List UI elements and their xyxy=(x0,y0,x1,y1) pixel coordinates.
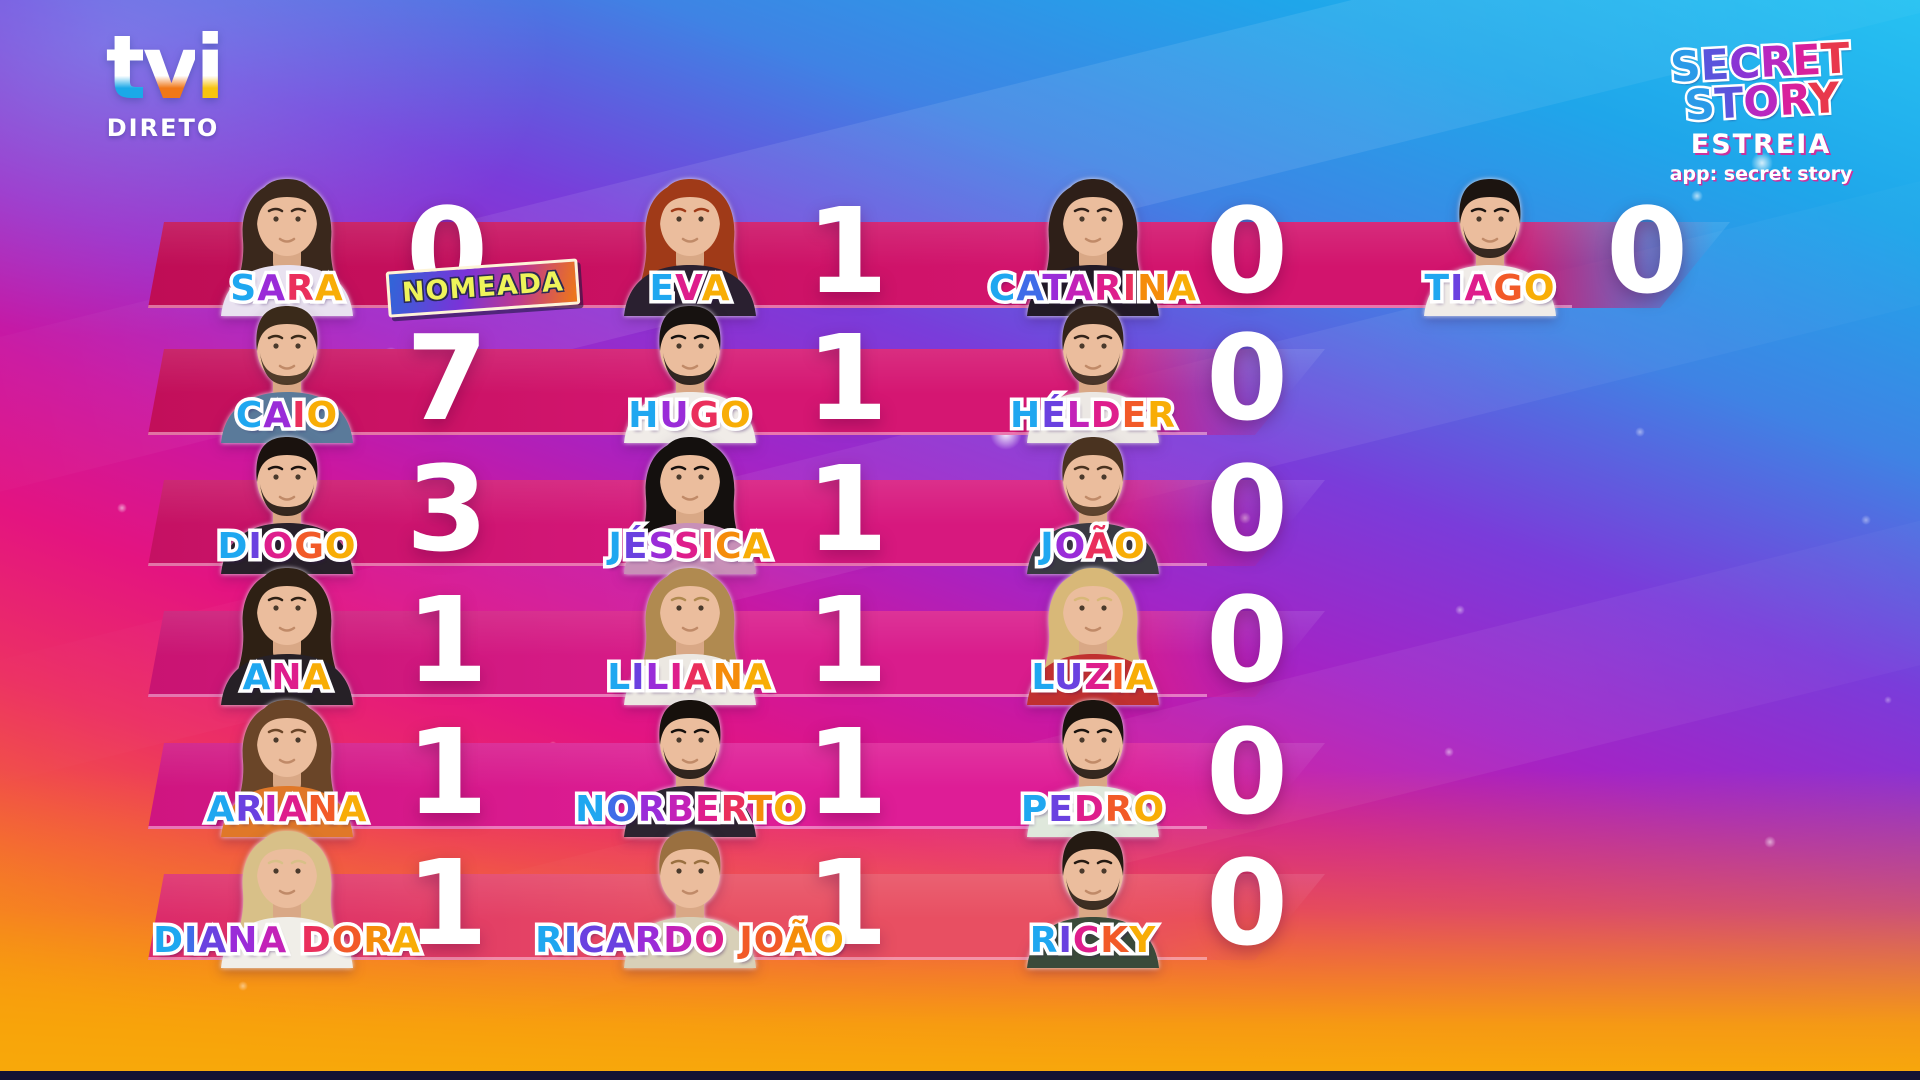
bar-bottom-edge xyxy=(148,305,1572,308)
contestant-name-ariana: ARIANA ARIANA xyxy=(203,786,370,834)
vote-count-caio: 7 xyxy=(405,309,489,447)
contestant-photo-liliana xyxy=(610,555,770,705)
app-label: app: secret story xyxy=(1669,163,1853,186)
contestant-photo-ariana xyxy=(207,687,367,837)
bar-sheen xyxy=(148,349,1325,394)
vote-count-tiago: 0 xyxy=(1605,182,1689,320)
tvi-letter: i xyxy=(195,16,225,119)
contestant-name-eva: EVA EVA xyxy=(646,265,733,313)
sparkle-dot xyxy=(238,981,248,991)
tvi-letter: v xyxy=(142,16,200,119)
contestant-photo-luzia xyxy=(1013,555,1173,705)
contestant-photo-joao xyxy=(1013,424,1173,574)
vote-count-pedro: 0 xyxy=(1205,703,1289,841)
contestant-photo-catarina xyxy=(1013,166,1173,316)
sparkle-dot xyxy=(1751,152,1773,174)
contestant-photo-ricky xyxy=(1013,818,1173,968)
contestant-photo-ricardo-joao xyxy=(610,818,770,968)
tvi-logo: tvi DIRETO xyxy=(78,24,248,143)
vote-count-ariana: 1 xyxy=(405,703,489,841)
contestant-name-sara: SARA SARA xyxy=(227,265,346,313)
vote-count-ricardo-joao: 1 xyxy=(805,834,889,972)
vote-count-catarina: 0 xyxy=(1205,182,1289,320)
contestant-name-ricky: RICKY RICKY xyxy=(1026,917,1158,965)
sparkle-dot xyxy=(1884,696,1892,704)
contestant-name-helder: HÉLDER HÉLDER xyxy=(1007,392,1179,440)
vote-count-diana-dora: 1 xyxy=(405,834,489,972)
estreia-label: ESTREIA xyxy=(1690,129,1832,161)
contestant-photo-helder xyxy=(1013,293,1173,443)
vote-count-ana: 1 xyxy=(405,571,489,709)
secret-story-title: SECRET SECRET STORY STORY xyxy=(1634,31,1888,132)
vote-count-helder: 0 xyxy=(1205,309,1289,447)
contestant-name-caio: CAIO CAIO xyxy=(232,392,340,440)
contestant-name-jessica: JÉSSICA JÉSSICA xyxy=(605,523,774,571)
contestant-photo-sara xyxy=(207,166,367,316)
bar-sheen xyxy=(148,874,1325,919)
contestant-photo-jessica xyxy=(610,424,770,574)
vote-count-liliana: 1 xyxy=(805,571,889,709)
contestant-name-diana-dora: DIANA DORA DIANA DORA xyxy=(150,917,424,965)
contestant-name-joao: JOÃO JOÃO xyxy=(1037,523,1148,571)
contestant-photo-eva xyxy=(610,166,770,316)
sparkle-dot xyxy=(1861,515,1871,525)
vote-count-norberto: 1 xyxy=(805,703,889,841)
contestant-name-catarina: CATARINA CATARINA xyxy=(985,265,1199,313)
contestant-name-ricardo-joao: RICARDO JOÃO RICARDO JOÃO xyxy=(532,917,848,965)
tvi-letter: t xyxy=(105,16,148,119)
contestant-name-diogo: DIOGO DIOGO xyxy=(214,523,359,571)
bottom-edge-bar xyxy=(0,1071,1920,1080)
contestant-name-tiago: TIAGO TIAGO xyxy=(1421,265,1558,313)
contestant-photo-diana-dora xyxy=(207,818,367,968)
nomeada-badge-label: NOMEADA xyxy=(401,266,565,309)
live-label: DIRETO xyxy=(106,114,220,142)
sparkle-dot xyxy=(1455,605,1465,615)
vote-count-joao: 0 xyxy=(1205,440,1289,578)
vote-count-jessica: 1 xyxy=(805,440,889,578)
contestant-name-pedro: PEDRO PEDRO xyxy=(1017,786,1167,834)
vote-count-luzia: 0 xyxy=(1205,571,1289,709)
contestant-name-norberto: NORBERTO NORBERTO xyxy=(572,786,808,834)
sparkle-dot xyxy=(1764,836,1776,848)
secret-story-logo: SECRET SECRET STORY STORY ESTREIA app: secr… xyxy=(1636,31,1886,186)
sparkle-dot xyxy=(1444,747,1454,757)
contestant-photo-caio xyxy=(207,293,367,443)
contestant-photo-pedro xyxy=(1013,687,1173,837)
vote-count-ricky: 0 xyxy=(1205,834,1289,972)
contestant-photo-tiago xyxy=(1410,166,1570,316)
contestant-photo-hugo xyxy=(610,293,770,443)
bar-sheen xyxy=(148,480,1325,525)
contestant-name-luzia: LUZIA LUZIA xyxy=(1028,654,1157,702)
vote-count-diogo: 3 xyxy=(405,440,489,578)
contestant-name-liliana: LILIANA LILIANA xyxy=(604,654,776,702)
vote-count-hugo: 1 xyxy=(805,309,889,447)
sparkle-dot xyxy=(117,503,127,513)
contestant-photo-norberto xyxy=(610,687,770,837)
contestant-name-hugo: HUGO HUGO xyxy=(625,392,754,440)
contestant-name-ana: ANA ANA xyxy=(239,654,334,702)
contestant-photo-diogo xyxy=(207,424,367,574)
sparkle-dot xyxy=(1635,427,1645,437)
bar-sheen xyxy=(148,743,1325,788)
vote-count-eva: 1 xyxy=(805,182,889,320)
contestant-photo-ana xyxy=(207,555,367,705)
sparkle-dot xyxy=(1691,190,1703,202)
tvi-logo-text: tvi xyxy=(78,24,248,112)
